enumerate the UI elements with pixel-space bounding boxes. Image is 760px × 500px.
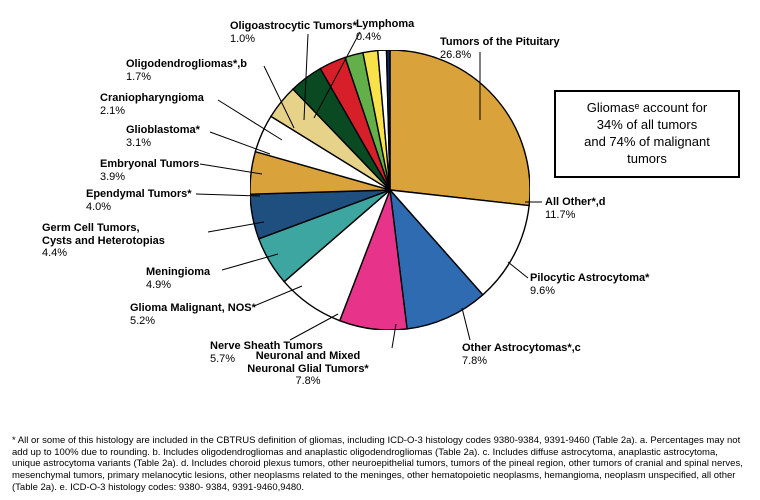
slice-label-pct: 1.7%: [126, 71, 151, 83]
slice-label: Ependymal Tumors*4.0%: [86, 188, 192, 213]
slice-label-pct: 2.1%: [100, 105, 125, 117]
slice-label-pct: 4.0%: [86, 201, 111, 213]
slice-label: Nerve Sheath Tumors5.7%: [210, 340, 323, 365]
slice-label: Meningioma4.9%: [146, 266, 210, 291]
slice-label-text: Tumors of the Pituitary: [440, 36, 560, 48]
slice-label-pct: 4.4%: [42, 247, 67, 259]
slice-label-text: Embryonal Tumors: [100, 158, 199, 170]
slice-label: Pilocytic Astrocytoma*9.6%: [530, 272, 649, 297]
slice-label-pct: 26.8%: [440, 49, 471, 61]
slice-label-pct: 11.7%: [545, 209, 575, 221]
slice-label: All Other*,d11.7%: [545, 196, 606, 221]
slice-label-pct: 4.9%: [146, 279, 171, 291]
pie-graphic: [250, 50, 530, 330]
slice-label: Glioma Malignant, NOS*5.2%: [130, 302, 256, 327]
footnote-text: * All or some of this histology are incl…: [12, 435, 748, 494]
slice-label: Oligodendrogliomas*,b1.7%: [126, 58, 247, 83]
slice-label-pct: 1.0%: [230, 33, 255, 45]
slice-label-text: Oligodendrogliomas*,b: [126, 58, 247, 70]
slice-label: Embryonal Tumors3.9%: [100, 158, 199, 183]
pie-svg: [250, 50, 530, 330]
callout-line: Gliomasᵉ account for: [587, 100, 707, 115]
slice-label-text: Meningioma: [146, 266, 210, 278]
slice-label-pct: 7.8%: [462, 355, 487, 367]
slice-label-text: Glioblastoma*: [126, 124, 200, 136]
slice-label-pct: 5.2%: [130, 315, 155, 327]
slice-label-text: Ependymal Tumors*: [86, 188, 192, 200]
slice-label: Oligoastrocytic Tumors*1.0%: [230, 20, 357, 45]
slice-label: Germ Cell Tumors,Cysts and Heterotopias4…: [42, 222, 165, 260]
slice-label-text: Other Astrocytomas*,c: [462, 342, 581, 354]
slice-label-text: Glioma Malignant, NOS*: [130, 302, 256, 314]
slice-label-pct: 5.7%: [210, 353, 235, 365]
slice-label: Tumors of the Pituitary26.8%: [440, 36, 560, 61]
callout-line: tumors: [627, 151, 667, 166]
slice-label-text: Lymphoma: [356, 18, 414, 30]
slice-label-text: Craniopharyngioma: [100, 92, 204, 104]
slice-label-pct: 3.1%: [126, 137, 151, 149]
callout-line: 34% of all tumors: [597, 117, 697, 132]
slice-label: Other Astrocytomas*,c7.8%: [462, 342, 581, 367]
slice-label-text: Nerve Sheath Tumors: [210, 340, 323, 352]
slice-label: Craniopharyngioma2.1%: [100, 92, 204, 117]
slice-label-text: All Other*,d: [545, 196, 606, 208]
slice-label-text: Oligoastrocytic Tumors*: [230, 20, 357, 32]
slice-label: Lymphoma0.4%: [356, 18, 414, 43]
callout-box: Gliomasᵉ account for 34% of all tumors a…: [554, 90, 740, 178]
pie-chart: Tumors of the Pituitary26.8% All Other*,d…: [0, 0, 760, 430]
slice-label-pct: 9.6%: [530, 285, 555, 297]
slice-label-pct: 0.4%: [356, 31, 381, 43]
slice-label-pct: 3.9%: [100, 171, 125, 183]
slice-label-pct: 7.8%: [295, 375, 320, 387]
pie-slice: [390, 50, 530, 206]
slice-label: Glioblastoma*3.1%: [126, 124, 200, 149]
slice-label-text: Pilocytic Astrocytoma*: [530, 272, 649, 284]
callout-line: and 74% of malignant: [584, 134, 710, 149]
slice-label-text: Germ Cell Tumors,Cysts and Heterotopias: [42, 222, 165, 247]
